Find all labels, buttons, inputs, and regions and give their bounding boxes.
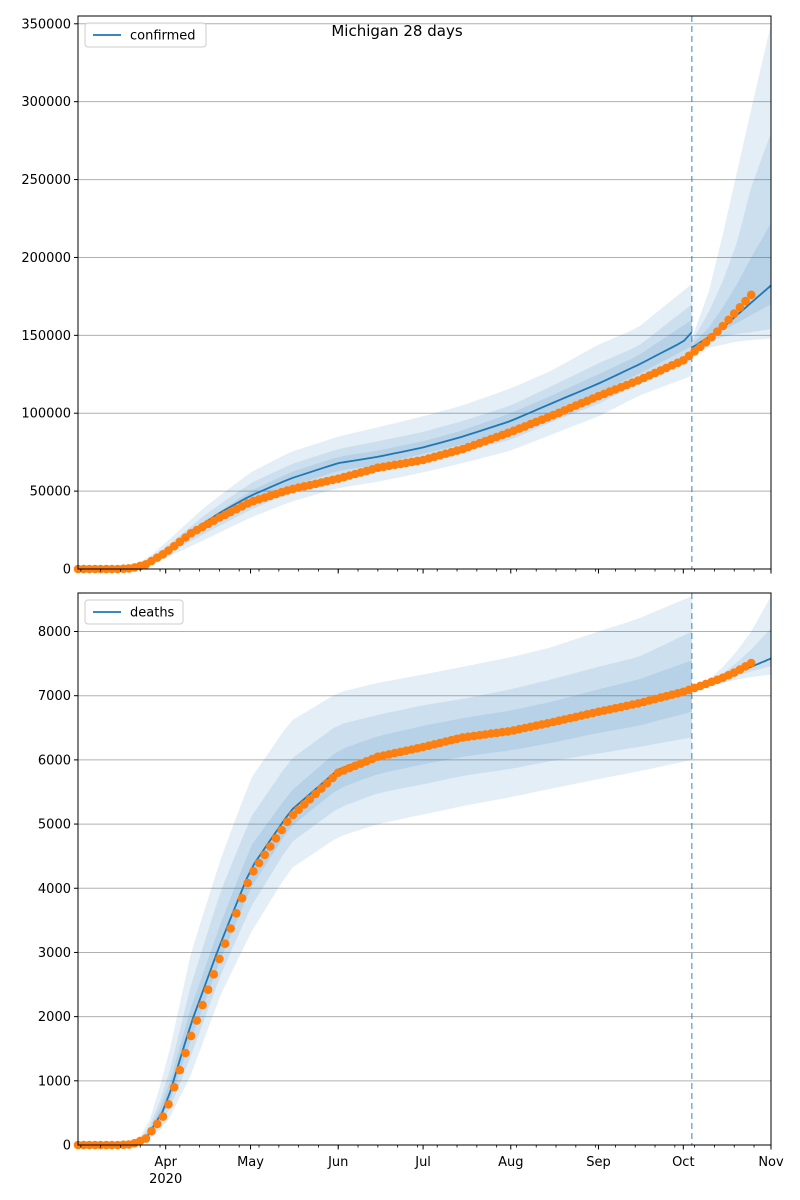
observed-point (254, 858, 264, 868)
observed-point (288, 810, 298, 820)
x-tick-label: Sep (586, 1155, 611, 1170)
y-tick-label: 5000 (38, 818, 71, 833)
observed-point (724, 315, 733, 325)
y-tick-label: 150000 (21, 329, 71, 344)
y-tick-label: 50000 (30, 485, 71, 500)
legend-box (84, 22, 207, 48)
y-tick-label: 200000 (21, 251, 71, 266)
observed-point (322, 779, 332, 788)
observed-point (707, 332, 716, 342)
y-tick-label: 0 (63, 1139, 71, 1154)
y-tick-label: 3000 (38, 946, 71, 961)
observed-point (164, 1100, 173, 1109)
observed-point (175, 1065, 185, 1075)
y-tick-label: 8000 (38, 625, 71, 640)
uncertainty-band (78, 631, 692, 1145)
x-tick-label: Apr (154, 1155, 177, 1170)
legend-box (84, 599, 184, 625)
x-tick-label: Aug (498, 1155, 523, 1170)
y-tick-label: 350000 (21, 17, 71, 32)
observed-point (713, 327, 722, 336)
x-tick-label: Oct (672, 1155, 694, 1170)
observed-point (283, 817, 292, 827)
y-tick-label: 7000 (38, 689, 71, 704)
legend: confirmed (84, 22, 207, 48)
observed-point (192, 1016, 202, 1025)
observed-point (152, 1119, 162, 1129)
observed-point (260, 850, 270, 860)
observed-point (746, 658, 756, 668)
observed-point (249, 867, 258, 876)
observed-point (198, 1000, 207, 1010)
y-tick-label: 4000 (38, 882, 71, 897)
observed-point (215, 954, 224, 964)
observed-point (741, 296, 750, 306)
x-tick-year-label: 2020 (149, 1172, 182, 1187)
observed-point (300, 800, 309, 809)
uncertainty-band (691, 223, 771, 350)
y-tick-label: 0 (63, 563, 71, 578)
y-tick-label: 100000 (21, 407, 71, 422)
axes-frame (77, 592, 772, 1146)
observed-point (232, 909, 241, 918)
observed-point (311, 789, 320, 799)
uncertainty-band (691, 23, 771, 355)
observed-point (186, 1031, 196, 1041)
y-tick-label: 250000 (21, 173, 71, 188)
observed-point (328, 773, 337, 783)
x-tick-label: Jun (327, 1155, 348, 1170)
observed-point (141, 1134, 151, 1143)
x-tick-label: Nov (758, 1155, 784, 1170)
y-tick-label: 6000 (38, 753, 71, 768)
deaths-panel: 0 1000 2000 3000 4000 5000 6000 7000 8000 Apr 2020… (38, 592, 784, 1187)
observed-point (243, 878, 252, 888)
observed-point (169, 1082, 179, 1092)
observed-point (203, 985, 213, 994)
observed-point (317, 784, 326, 793)
observed-point (271, 834, 281, 843)
legend-label: deaths (130, 606, 175, 621)
confirmed-panel: 0 50000 100000 150000 200000 250000 300000 3500… (21, 15, 772, 578)
observed-point (147, 1126, 156, 1136)
observed-point (718, 321, 728, 331)
observed-point (181, 1048, 190, 1058)
y-tick-label: 1000 (38, 1074, 71, 1089)
observed-point (746, 290, 756, 300)
axes-frame (77, 15, 772, 570)
observed-point (266, 842, 275, 851)
uncertainty-band (78, 596, 692, 1145)
uncertainty-band (78, 304, 692, 569)
observed-point (735, 303, 745, 312)
x-tick-label: May (237, 1155, 264, 1170)
observed-point (158, 1112, 168, 1121)
observed-point (209, 970, 219, 979)
observed-point (729, 309, 739, 318)
observed-point (226, 924, 235, 933)
uncertainty-band (78, 283, 692, 569)
observed-point (701, 338, 711, 347)
observed-point (277, 825, 287, 835)
observed-point (220, 939, 230, 948)
figure-title: Michigan 28 days (331, 22, 462, 40)
x-tick-label: Jul (414, 1155, 431, 1170)
observed-point (237, 893, 247, 903)
observed-point (294, 805, 303, 814)
y-tick-label: 2000 (38, 1010, 71, 1025)
y-tick-label: 300000 (21, 95, 71, 110)
observed-point (305, 794, 315, 804)
legend: deaths (84, 599, 184, 625)
legend-label: confirmed (130, 29, 196, 44)
